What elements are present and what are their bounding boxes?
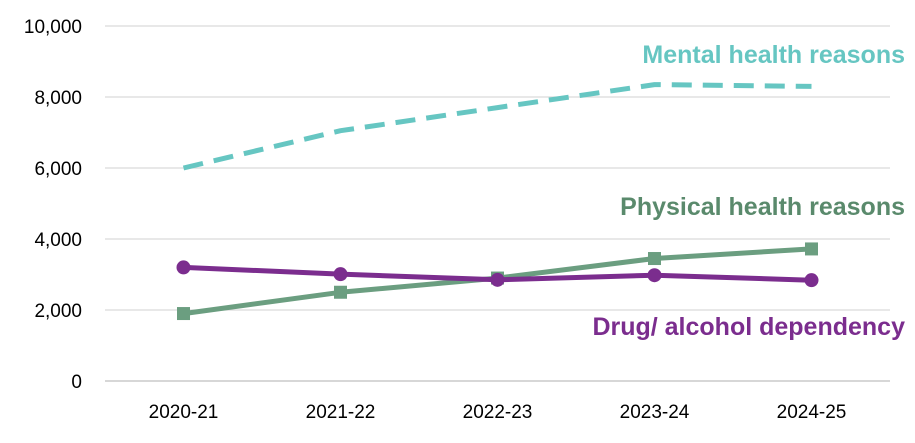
data-point-drug-alcohol-dependency [176,260,191,275]
series-line-mental-health-reasons [182,82,812,171]
y-tick-label: 10,000 [24,17,82,38]
series-lines [176,82,819,321]
y-tick-label: 0 [71,372,82,393]
x-tick-label: 2020-21 [149,402,219,423]
series-label-drug-alcohol: Drug/ alcohol dependency [592,313,905,341]
data-point-drug-alcohol-dependency [647,268,662,283]
y-tick-label: 6,000 [34,159,82,180]
data-point-drug-alcohol-dependency [490,272,505,287]
y-tick-label: 2,000 [34,301,82,322]
x-tick-label: 2023-24 [620,402,690,423]
series-label-physical-health: Physical health reasons [620,193,905,221]
gridlines [105,25,890,382]
series-label-mental-health: Mental health reasons [642,41,905,69]
y-tick-label: 8,000 [34,88,82,109]
y-tick-label: 4,000 [34,230,82,251]
x-axis-ticks: 2020-21 2021-22 2022-23 2023-24 2024-25 [149,402,847,423]
data-point-drug-alcohol-dependency [804,273,819,288]
data-point-physical-health-reasons [805,242,818,256]
x-tick-label: 2022-23 [463,402,533,423]
data-point-physical-health-reasons [334,285,347,299]
series-labels: Mental health reasons Physical health re… [592,41,905,341]
data-point-drug-alcohol-dependency [333,267,348,282]
x-tick-label: 2021-22 [306,402,376,423]
data-point-physical-health-reasons [177,307,190,321]
data-point-physical-health-reasons [648,252,661,266]
x-tick-label: 2024-25 [777,402,847,423]
y-axis-ticks: 0 2,000 4,000 6,000 8,000 10,000 [24,17,82,393]
